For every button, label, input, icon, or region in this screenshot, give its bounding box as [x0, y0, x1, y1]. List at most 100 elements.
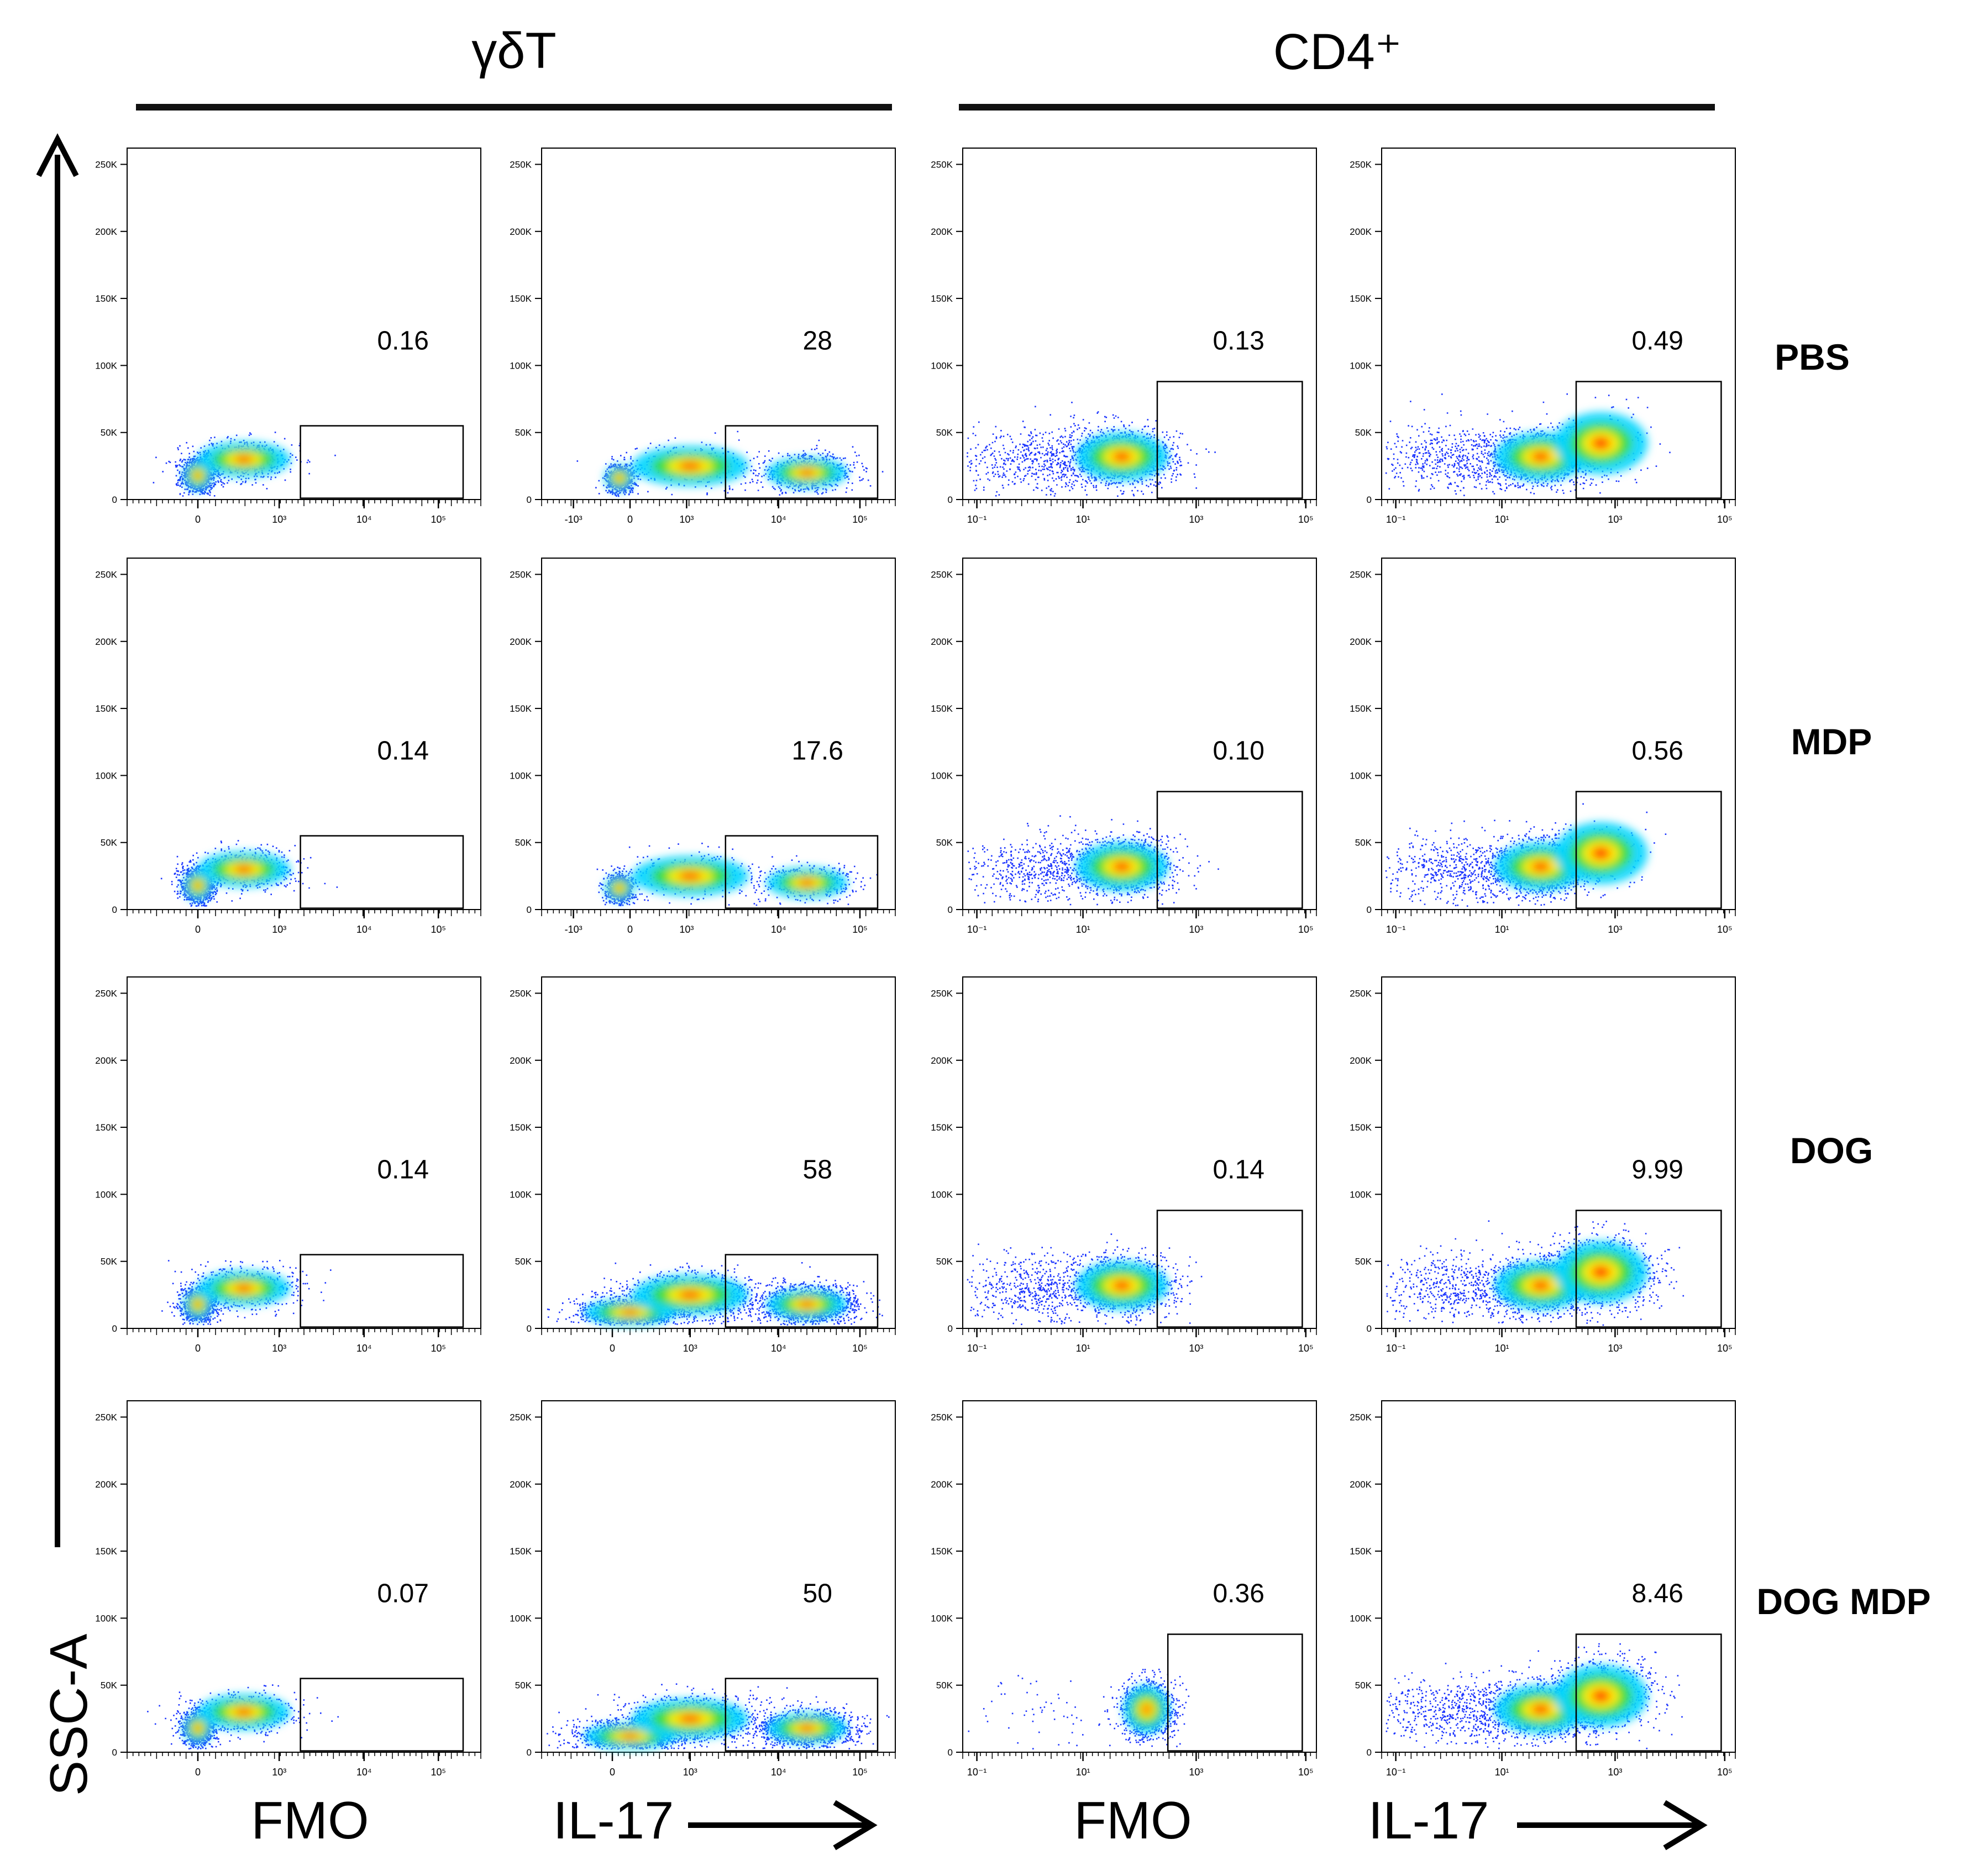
x-tick-label: 10⁵: [852, 1343, 867, 1354]
gate-percentage-label: 0.36: [1213, 1579, 1264, 1608]
x-tick-label: 10⁵: [1717, 514, 1732, 525]
y-tick-label: 100K: [510, 1613, 532, 1623]
density-red: [1531, 861, 1550, 872]
x-tick-label: 0: [610, 1767, 615, 1778]
il17-positive-gate: [1156, 791, 1303, 909]
x-tick-label: 0: [627, 924, 633, 935]
y-tick-label: 100K: [95, 1189, 117, 1200]
density-red: [616, 475, 623, 481]
y-tick-label: 200K: [510, 227, 532, 237]
y-tick-label: 250K: [95, 988, 117, 999]
panel-r4-c2: 0 50K 100K 150K 200K 250K 0 10³ 10⁴ 10⁵ 50: [510, 1400, 896, 1778]
panel-r4-c1: 0 50K 100K 150K 200K 250K 0 10³ 10⁴ 10⁵ 0.07: [95, 1400, 481, 1778]
density-red: [234, 455, 254, 463]
density-hotspots: [1494, 412, 1648, 481]
density-hotspots: [1123, 1685, 1171, 1734]
y-tick-label: 50K: [515, 838, 532, 848]
x-tick-label: 10⁴: [771, 514, 786, 525]
cd4-x-axis-arrow-head: [1663, 1800, 1708, 1851]
gd-header-bar: [136, 104, 892, 111]
panel-r3-c4: 0 50K 100K 150K 200K 250K 10⁻¹ 10¹ 10³ 10⁵ 9.99: [1350, 976, 1736, 1354]
row-label-dog-mdp: DOG MDP: [1756, 1581, 1931, 1622]
x-tick-label: 10⁴: [356, 924, 372, 935]
x-tick-label: -10³: [565, 514, 582, 525]
y-tick-label: 150K: [95, 1122, 117, 1133]
density-red: [1591, 437, 1610, 450]
y-tick-label: 200K: [510, 637, 532, 647]
x-tick-label: 0: [195, 924, 201, 935]
event-dots: [967, 1233, 1203, 1326]
x-tick-label: 10⁴: [356, 1343, 372, 1354]
y-tick-label: 0: [1367, 1323, 1372, 1334]
y-tick-label: 150K: [95, 703, 117, 714]
xlabel-cd4-il17: IL-17: [1368, 1791, 1489, 1850]
y-tick-label: 0: [1367, 1747, 1372, 1758]
plot-frame: [127, 1400, 481, 1753]
y-tick-label: 150K: [931, 1122, 953, 1133]
y-tick-label: 100K: [95, 360, 117, 371]
y-tick-label: 200K: [95, 227, 117, 237]
density-red: [1591, 1265, 1610, 1279]
y-tick-label: 100K: [510, 1189, 532, 1200]
y-tick-label: 250K: [510, 1412, 532, 1422]
x-tick-label: 10⁻¹: [967, 514, 987, 525]
density-hotspots: [1075, 842, 1169, 891]
il17-positive-gate: [1156, 381, 1303, 499]
gd-x-axis-arrow-head: [833, 1800, 878, 1851]
y-tick-label: 200K: [510, 1479, 532, 1490]
panel-r1-c4: 0 50K 100K 150K 200K 250K 10⁻¹ 10¹ 10³ 10⁵ 0.49: [1350, 148, 1736, 525]
y-tick-label: 50K: [936, 428, 953, 438]
y-tick-label: 250K: [510, 569, 532, 580]
y-tick-label: 250K: [1350, 159, 1372, 170]
y-tick-label: 250K: [1350, 569, 1372, 580]
density-hotspots: [183, 1694, 291, 1744]
x-tick-label: 0: [627, 514, 633, 525]
density-red: [1112, 1280, 1131, 1291]
panel-r3-c2: 0 50K 100K 150K 200K 250K 0 10³ 10⁴ 10⁵ 58: [510, 976, 896, 1354]
y-tick-label: 200K: [95, 1479, 117, 1490]
y-tick-label: 0: [527, 905, 532, 915]
panel-r2-c2: 0 50K 100K 150K 200K 250K -10³ 0 10³ 10⁴ 10⁵ 17.6: [510, 558, 896, 935]
y-tick-label: 100K: [931, 360, 953, 371]
x-tick-label: 10¹: [1495, 924, 1509, 935]
il17-positive-gate: [1575, 791, 1722, 909]
x-tick-label: 10⁴: [356, 1767, 372, 1778]
y-tick-label: 200K: [95, 637, 117, 647]
y-tick-label: 50K: [515, 428, 532, 438]
plot-frame: [127, 148, 481, 500]
xlabel-gd-fmo: FMO: [251, 1791, 369, 1850]
gate-percentage-label: 58: [803, 1155, 832, 1184]
gate-percentage-label: 0.56: [1631, 736, 1683, 765]
y-tick-label: 50K: [1355, 1680, 1372, 1691]
y-tick-label: 100K: [1350, 360, 1372, 371]
x-tick-label: 10⁵: [431, 1767, 445, 1778]
x-tick-label: 10³: [1189, 924, 1203, 935]
cd4-header: CD4⁺: [1273, 24, 1402, 80]
x-tick-label: 10⁵: [431, 514, 445, 525]
density-red: [678, 872, 702, 880]
density-red: [1591, 847, 1610, 860]
y-tick-label: 50K: [515, 1680, 532, 1691]
density-hotspots: [604, 446, 848, 492]
y-tick-label: 150K: [931, 293, 953, 304]
density-hotspots: [1075, 432, 1169, 481]
y-tick-label: 200K: [931, 637, 953, 647]
panel-grid: 0 50K 100K 150K 200K 250K 0 10³ 10⁴ 10⁵ 0.16 0 50K 10…: [95, 148, 1736, 1778]
y-tick-label: 50K: [515, 1257, 532, 1267]
x-tick-label: 10⁻¹: [1386, 514, 1406, 525]
gate-percentage-label: 0.14: [1213, 1155, 1264, 1184]
density-red: [195, 1301, 201, 1307]
density-hotspots: [583, 1699, 848, 1749]
il17-positive-gate: [725, 1254, 879, 1328]
density-hotspots: [1494, 1665, 1648, 1734]
density-hotspots: [183, 852, 291, 901]
x-tick-label: 10⁵: [431, 1343, 445, 1354]
x-tick-label: 10³: [1608, 1767, 1622, 1778]
y-tick-label: 50K: [101, 428, 118, 438]
x-tick-label: 0: [195, 1767, 201, 1778]
x-tick-label: 10³: [272, 514, 286, 525]
panel-r1-c3: 0 50K 100K 150K 200K 250K 10⁻¹ 10¹ 10³ 10⁵ 0.13: [931, 148, 1317, 525]
density-red: [1531, 1280, 1550, 1291]
gate-percentage-label: 8.46: [1631, 1579, 1683, 1608]
il17-positive-gate: [1575, 1633, 1722, 1752]
